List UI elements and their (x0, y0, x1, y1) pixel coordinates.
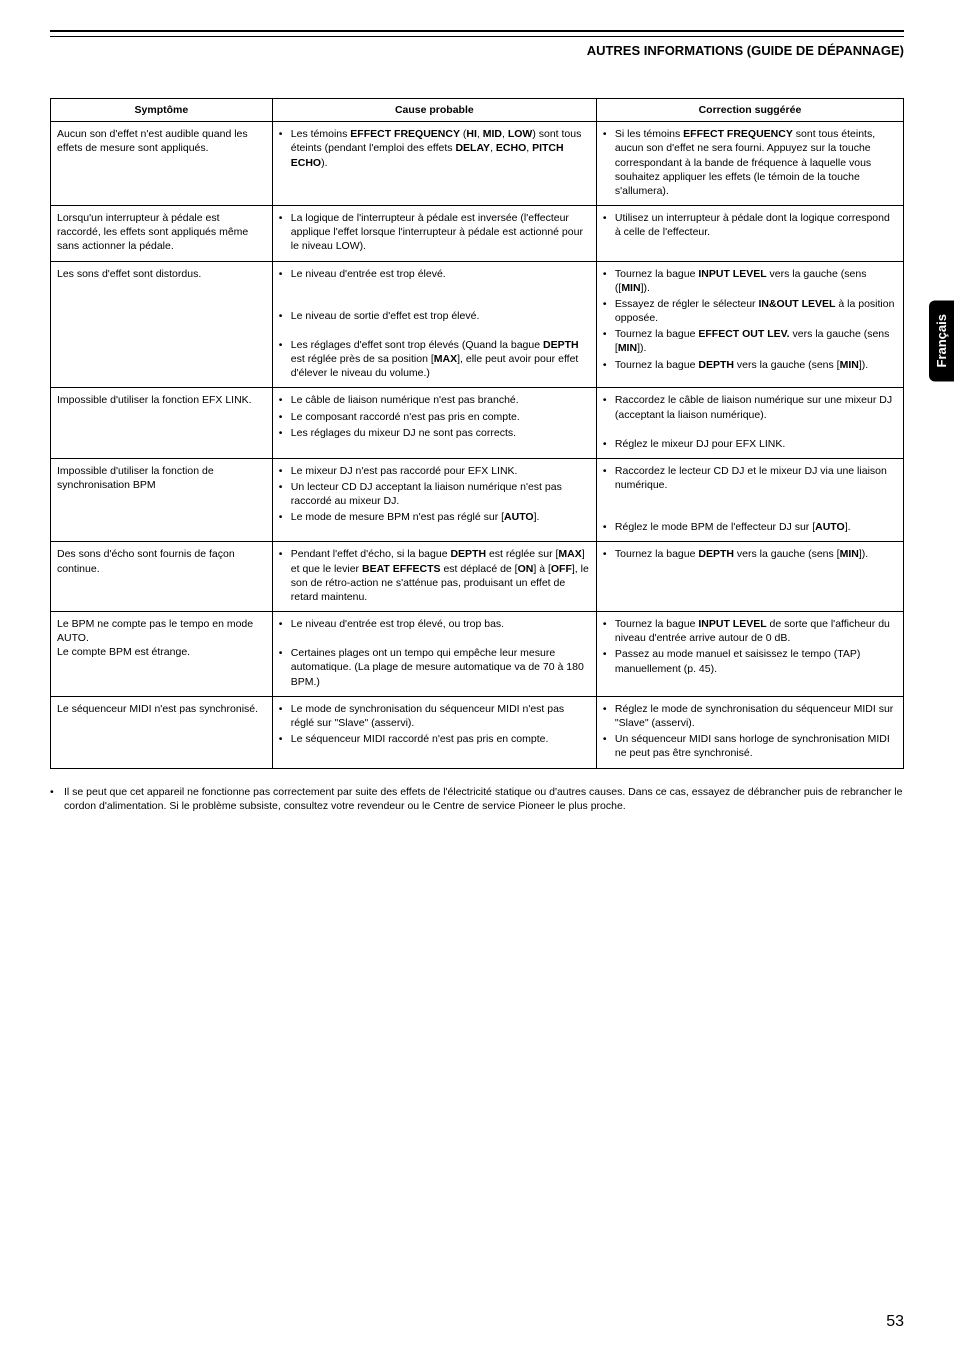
cause-cell: Le niveau d'entrée est trop élevé, ou tr… (272, 612, 596, 697)
troubleshooting-table: Symptôme Cause probable Correction suggé… (50, 98, 904, 769)
symptom-cell: Le BPM ne compte pas le tempo en mode AU… (51, 612, 273, 697)
table-row: Le BPM ne compte pas le tempo en mode AU… (51, 612, 904, 697)
symptom-cell: Impossible d'utiliser la fonction EFX LI… (51, 388, 273, 459)
symptom-cell: Aucun son d'effet n'est audible quand le… (51, 122, 273, 206)
table-row: Des sons d'écho sont fournis de façon co… (51, 542, 904, 612)
footnote: Il se peut que cet appareil ne fonctionn… (50, 785, 904, 813)
table-row: Le séquenceur MIDI n'est pas synchronisé… (51, 696, 904, 768)
cause-cell: Le niveau d'entrée est trop élevé.Le niv… (272, 261, 596, 388)
table-row: Aucun son d'effet n'est audible quand le… (51, 122, 904, 206)
cause-cell: Le mixeur DJ n'est pas raccordé pour EFX… (272, 458, 596, 542)
cause-cell: Pendant l'effet d'écho, si la bague DEPT… (272, 542, 596, 612)
cause-cell: Le mode de synchronisation du séquenceur… (272, 696, 596, 768)
cause-cell: La logique de l'interrupteur à pédale es… (272, 206, 596, 262)
fix-cell: Si les témoins EFFECT FREQUENCY sont tou… (596, 122, 903, 206)
fix-cell: Réglez le mode de synchronisation du séq… (596, 696, 903, 768)
page-number: 53 (886, 1313, 904, 1331)
table-row: Impossible d'utiliser la fonction de syn… (51, 458, 904, 542)
symptom-cell: Lorsqu'un interrupteur à pédale est racc… (51, 206, 273, 262)
fix-cell: Tournez la bague DEPTH vers la gauche (s… (596, 542, 903, 612)
symptom-cell: Le séquenceur MIDI n'est pas synchronisé… (51, 696, 273, 768)
section-title: AUTRES INFORMATIONS (GUIDE DE DÉPANNAGE) (50, 43, 904, 58)
fix-cell: Tournez la bague INPUT LEVEL de sorte qu… (596, 612, 903, 697)
header-cause: Cause probable (272, 99, 596, 122)
cause-cell: Les témoins EFFECT FREQUENCY (HI, MID, L… (272, 122, 596, 206)
fix-cell: Utilisez un interrupteur à pédale dont l… (596, 206, 903, 262)
fix-cell: Raccordez le câble de liaison numérique … (596, 388, 903, 459)
language-tab: Français (929, 300, 954, 381)
fix-cell: Raccordez le lecteur CD DJ et le mixeur … (596, 458, 903, 542)
page-footer: 53 (886, 1313, 904, 1331)
cause-cell: Le câble de liaison numérique n'est pas … (272, 388, 596, 459)
symptom-cell: Impossible d'utiliser la fonction de syn… (51, 458, 273, 542)
table-row: Les sons d'effet sont distordus.Le nivea… (51, 261, 904, 388)
symptom-cell: Les sons d'effet sont distordus. (51, 261, 273, 388)
table-row: Impossible d'utiliser la fonction EFX LI… (51, 388, 904, 459)
fix-cell: Tournez la bague INPUT LEVEL vers la gau… (596, 261, 903, 388)
header-symptom: Symptôme (51, 99, 273, 122)
table-row: Lorsqu'un interrupteur à pédale est racc… (51, 206, 904, 262)
symptom-cell: Des sons d'écho sont fournis de façon co… (51, 542, 273, 612)
header-fix: Correction suggérée (596, 99, 903, 122)
